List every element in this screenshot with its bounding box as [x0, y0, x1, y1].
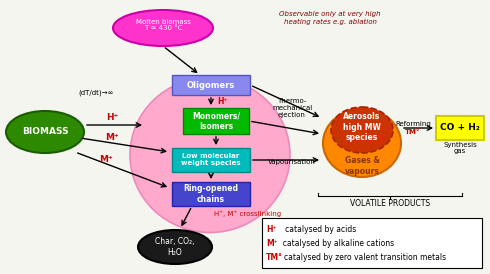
- Text: Monomers/
Isomers: Monomers/ Isomers: [192, 111, 240, 131]
- Text: Thermo-
mechanical
ejection: Thermo- mechanical ejection: [272, 98, 312, 118]
- FancyBboxPatch shape: [172, 182, 250, 206]
- Ellipse shape: [138, 230, 212, 264]
- Ellipse shape: [6, 111, 84, 153]
- FancyBboxPatch shape: [172, 148, 250, 172]
- Text: H⁺, M⁺ crosslinking: H⁺, M⁺ crosslinking: [215, 211, 282, 217]
- Text: Vapourisation: Vapourisation: [268, 159, 316, 165]
- Ellipse shape: [113, 10, 213, 46]
- Text: TM°: TM°: [405, 129, 421, 135]
- Text: TM°: TM°: [266, 253, 283, 261]
- Text: BIOMASS: BIOMASS: [22, 127, 68, 136]
- Text: Gases &
vapours: Gases & vapours: [344, 156, 379, 176]
- Ellipse shape: [323, 109, 401, 177]
- Text: Low molecular
weight species: Low molecular weight species: [181, 153, 241, 167]
- Text: M⁺: M⁺: [266, 238, 278, 247]
- Text: M⁺: M⁺: [99, 156, 113, 164]
- Text: Reforming: Reforming: [395, 121, 431, 127]
- Text: CO + H₂: CO + H₂: [440, 124, 480, 133]
- Text: VOLATILE PRODUCTS: VOLATILE PRODUCTS: [350, 199, 430, 209]
- Text: catalysed by alkaline cations: catalysed by alkaline cations: [278, 238, 394, 247]
- Text: Observable only at very high
heating rates e.g. ablation: Observable only at very high heating rat…: [279, 12, 381, 25]
- FancyBboxPatch shape: [172, 75, 250, 95]
- Text: Char, CO₂,
H₂O: Char, CO₂, H₂O: [155, 237, 195, 257]
- Text: H⁺: H⁺: [217, 98, 227, 107]
- Text: H⁺: H⁺: [106, 113, 118, 122]
- Text: (dT/dt)→∞: (dT/dt)→∞: [78, 90, 114, 96]
- Text: Oligomers: Oligomers: [187, 81, 235, 90]
- FancyBboxPatch shape: [436, 116, 484, 140]
- Ellipse shape: [331, 107, 393, 153]
- Text: H⁺: H⁺: [266, 224, 276, 233]
- Text: Molten biomass
T ≈ 430 °C: Molten biomass T ≈ 430 °C: [136, 19, 191, 32]
- Text: catalysed by zero valent transition metals: catalysed by zero valent transition meta…: [284, 253, 446, 261]
- FancyBboxPatch shape: [183, 108, 249, 134]
- Ellipse shape: [130, 78, 290, 233]
- Text: Ring-opened
chains: Ring-opened chains: [183, 184, 239, 204]
- Text: M⁺: M⁺: [105, 133, 119, 142]
- Text: Aerosols
high MW
species: Aerosols high MW species: [343, 112, 381, 142]
- Text: catalysed by acids: catalysed by acids: [278, 224, 356, 233]
- FancyBboxPatch shape: [262, 218, 482, 268]
- Text: Synthesis
gas: Synthesis gas: [443, 141, 477, 155]
